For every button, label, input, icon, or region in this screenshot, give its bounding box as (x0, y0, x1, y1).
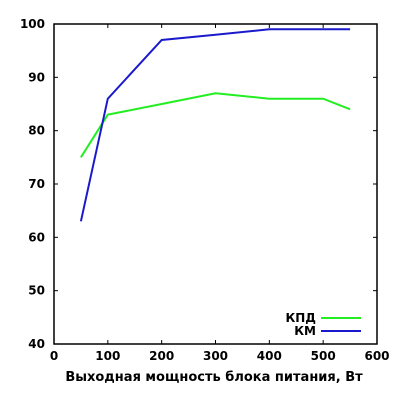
legend-label-0: КПД (285, 311, 316, 325)
legend-label-1: КМ (294, 324, 316, 338)
x-axis-label: Выходная мощность блока питания, Вт (65, 370, 363, 385)
x-tick-label: 0 (50, 349, 58, 363)
y-tick-label: 40 (28, 337, 45, 351)
series-line-0 (80, 92, 351, 158)
series-line-1 (79, 28, 351, 222)
y-tick-label: 60 (28, 230, 45, 244)
x-tick-label: 500 (311, 349, 336, 363)
x-tick-label: 600 (364, 349, 389, 363)
y-tick-label: 90 (28, 70, 45, 84)
y-tick-label: 80 (28, 124, 45, 138)
x-tick-label: 200 (149, 349, 174, 363)
y-tick-label: 50 (28, 284, 45, 298)
x-tick-label: 300 (203, 349, 228, 363)
x-tick-label: 100 (95, 349, 120, 363)
series-lines (79, 28, 351, 222)
plot-frame (53, 23, 378, 345)
y-tick-label: 100 (20, 17, 45, 31)
y-tick-label: 70 (28, 177, 45, 191)
x-tick-label: 400 (257, 349, 282, 363)
ticks: 40 50 60 70 80 90 100 0 100 200 300 400 500 600 (20, 17, 390, 363)
